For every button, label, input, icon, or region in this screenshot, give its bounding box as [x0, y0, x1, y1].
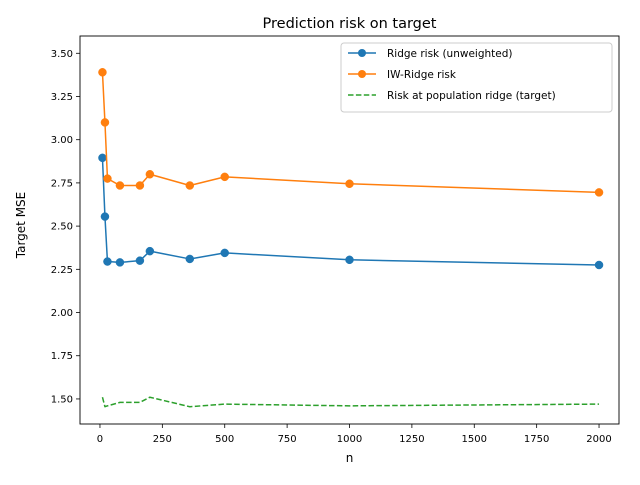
y-tick-label: 3.25 — [51, 92, 73, 103]
series-1-point — [135, 256, 145, 265]
y-tick-label: 3.50 — [51, 49, 73, 60]
series-1-point — [103, 257, 112, 266]
x-tick-label: 1250 — [399, 434, 424, 445]
y-tick-label: 2.50 — [51, 222, 73, 233]
series-2-point — [345, 179, 354, 189]
x-tick-label: 500 — [215, 434, 234, 445]
x-axis-label: n — [346, 451, 354, 465]
y-tick-label: 3.00 — [51, 135, 73, 146]
series-1-point — [594, 260, 604, 270]
x-tick-label: 0 — [97, 434, 103, 445]
series-2-point — [98, 68, 107, 77]
plot-frame — [79, 35, 620, 425]
x-tick-label: 1750 — [524, 434, 549, 445]
series-2-point — [145, 170, 155, 179]
series-1-point — [98, 153, 107, 163]
series-2-point — [100, 118, 110, 127]
y-tick-label: 1.50 — [51, 394, 73, 405]
y-tick-label: 2.00 — [51, 308, 73, 319]
series-1-point — [115, 258, 125, 267]
x-tick-label: 1000 — [337, 434, 362, 445]
x-tick-label: 250 — [153, 434, 172, 445]
series-1-point — [100, 212, 110, 221]
series-line-1 — [101, 157, 600, 266]
series-1-point — [185, 254, 195, 264]
x-tick-label: 1500 — [462, 434, 487, 445]
series-2-point — [135, 181, 145, 190]
series-1-point — [345, 255, 354, 265]
legend-label-1: Ridge risk (unweighted) — [387, 48, 513, 60]
chart-title: Prediction risk on target — [263, 16, 437, 32]
legend-swatch-marker-1 — [358, 49, 366, 57]
legend-label-2: IW-Ridge risk — [387, 69, 457, 81]
series-line-2 — [101, 72, 600, 194]
series-2-point — [103, 174, 112, 183]
series-2-point — [185, 181, 195, 190]
y-tick-label: 1.75 — [51, 351, 73, 362]
series-2-point — [220, 172, 229, 182]
series-1-point — [220, 248, 229, 258]
x-tick-label: 750 — [278, 434, 297, 445]
series-line-3 — [101, 396, 600, 408]
y-tick-label: 2.75 — [51, 178, 73, 189]
legend: Ridge risk (unweighted) IW-Ridge risk Risk… — [340, 42, 613, 113]
legend-label-3: Risk at population ridge (target) — [387, 90, 556, 102]
y-tick-label: 2.25 — [51, 265, 73, 276]
legend-swatch-marker-2 — [358, 70, 366, 78]
series-2-point — [115, 181, 125, 190]
series-1-point — [145, 246, 155, 256]
y-axis-label: Target MSE — [14, 192, 28, 260]
series-2-point — [594, 188, 604, 197]
x-tick-label: 2000 — [586, 434, 611, 445]
legend-box — [340, 42, 613, 113]
plot-area: 0 250 500 750 1000 1250 1500 1750 2000 1.50 1.75 2.… — [51, 49, 612, 445]
